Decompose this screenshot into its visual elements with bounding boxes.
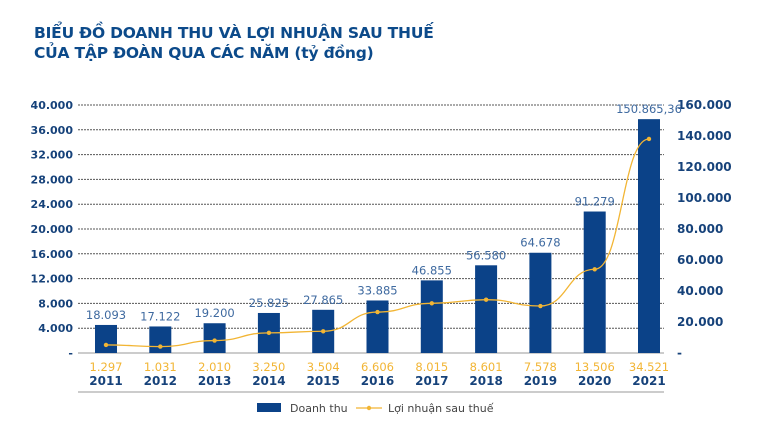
chart-title-line2: CỦA TẬP ĐOÀN QUA CÁC NĂM (tỷ đồng) <box>34 44 374 62</box>
year-label: 2017 <box>415 374 448 388</box>
revenue-label: 91.279 <box>575 195 615 209</box>
left-tick-label: 12.000 <box>31 273 74 286</box>
revenue-label: 17.122 <box>140 309 180 323</box>
right-tick-label: 20.000 <box>677 315 723 329</box>
revenue-label: 19.200 <box>194 306 234 320</box>
revenue-label: 18.093 <box>86 308 126 322</box>
profit-line <box>105 138 650 348</box>
year-label: 2011 <box>89 374 122 388</box>
year-label: 2021 <box>632 374 665 388</box>
left-tick-label: 28.000 <box>31 173 74 186</box>
revenue-bar <box>638 119 660 353</box>
revenue-label: 25.825 <box>249 296 289 310</box>
profit-label: 13.506 <box>575 360 615 374</box>
left-tick-label: 32.000 <box>31 149 74 162</box>
revenue-label: 27.865 <box>303 293 343 307</box>
legend-profit-label: Lợi nhuận sau thuế <box>388 402 494 415</box>
year-label: 2020 <box>578 374 611 388</box>
revenue-bar <box>529 252 552 353</box>
profit-label: 8.601 <box>470 360 503 374</box>
revenue-label: 33.885 <box>357 283 397 297</box>
left-tick-label: 4.000 <box>38 322 73 335</box>
revenue-bar <box>475 265 498 353</box>
left-tick-label: 40.000 <box>31 99 74 112</box>
left-tick-label: - <box>68 347 73 360</box>
profit-point <box>483 297 489 302</box>
year-label: 2012 <box>144 374 177 388</box>
year-label: 2016 <box>361 374 394 388</box>
profit-point <box>538 303 543 309</box>
right-tick-label: 160.000 <box>677 98 732 112</box>
legend-profit-marker <box>366 405 372 411</box>
profit-point <box>592 267 597 272</box>
profit-label: 2.010 <box>198 360 231 374</box>
profit-label: 3.250 <box>252 360 285 374</box>
right-tick-label: - <box>677 346 682 360</box>
revenue-bar <box>366 300 389 353</box>
profit-point <box>158 344 163 349</box>
revenue-bar <box>420 280 443 353</box>
revenue-label: 56.580 <box>466 248 506 262</box>
profit-label: 6.606 <box>361 360 394 374</box>
revenue-label: 46.855 <box>412 263 452 277</box>
profit-point <box>429 301 434 306</box>
left-tick-label: 8.000 <box>38 297 73 310</box>
year-label: 2013 <box>198 374 231 388</box>
right-tick-label: 140.000 <box>677 129 732 143</box>
right-tick-label: 40.000 <box>677 284 723 298</box>
year-label: 2019 <box>524 374 557 388</box>
revenue-bar <box>149 326 172 353</box>
profit-point <box>646 136 652 142</box>
profit-label: 8.015 <box>415 360 448 374</box>
legend-revenue-label: Doanh thu <box>290 402 348 415</box>
legend-revenue-swatch <box>257 403 281 412</box>
profit-point <box>375 309 380 315</box>
profit-point <box>212 338 217 343</box>
year-label: 2015 <box>306 374 339 388</box>
revenue-label: 64.678 <box>520 236 560 250</box>
left-tick-label: 24.000 <box>31 198 74 211</box>
profit-point <box>266 330 272 336</box>
profit-label: 3.504 <box>307 360 340 374</box>
right-tick-label: 120.000 <box>677 160 732 174</box>
right-tick-label: 100.000 <box>677 191 732 205</box>
revenue-label: 150.865,36 <box>616 102 682 116</box>
profit-label: 1.031 <box>144 360 177 374</box>
profit-label: 1.297 <box>90 360 123 374</box>
revenue-bar <box>203 323 226 353</box>
profit-point <box>103 342 109 348</box>
right-tick-label: 80.000 <box>677 222 723 236</box>
profit-label: 34.521 <box>629 360 669 374</box>
left-tick-label: 20.000 <box>31 223 74 236</box>
year-label: 2014 <box>252 374 285 388</box>
year-label: 2018 <box>469 374 502 388</box>
revenue-bar <box>583 211 606 353</box>
left-tick-label: 36.000 <box>31 124 74 137</box>
right-tick-label: 60.000 <box>677 253 723 267</box>
chart-title-line1: BIỂU ĐỒ DOANH THU VÀ LỢI NHUẬN SAU THUẾ <box>34 24 434 42</box>
left-tick-label: 16.000 <box>31 248 74 261</box>
profit-point <box>321 329 326 334</box>
profit-label: 7.578 <box>524 360 557 374</box>
revenue-bar <box>95 324 117 353</box>
